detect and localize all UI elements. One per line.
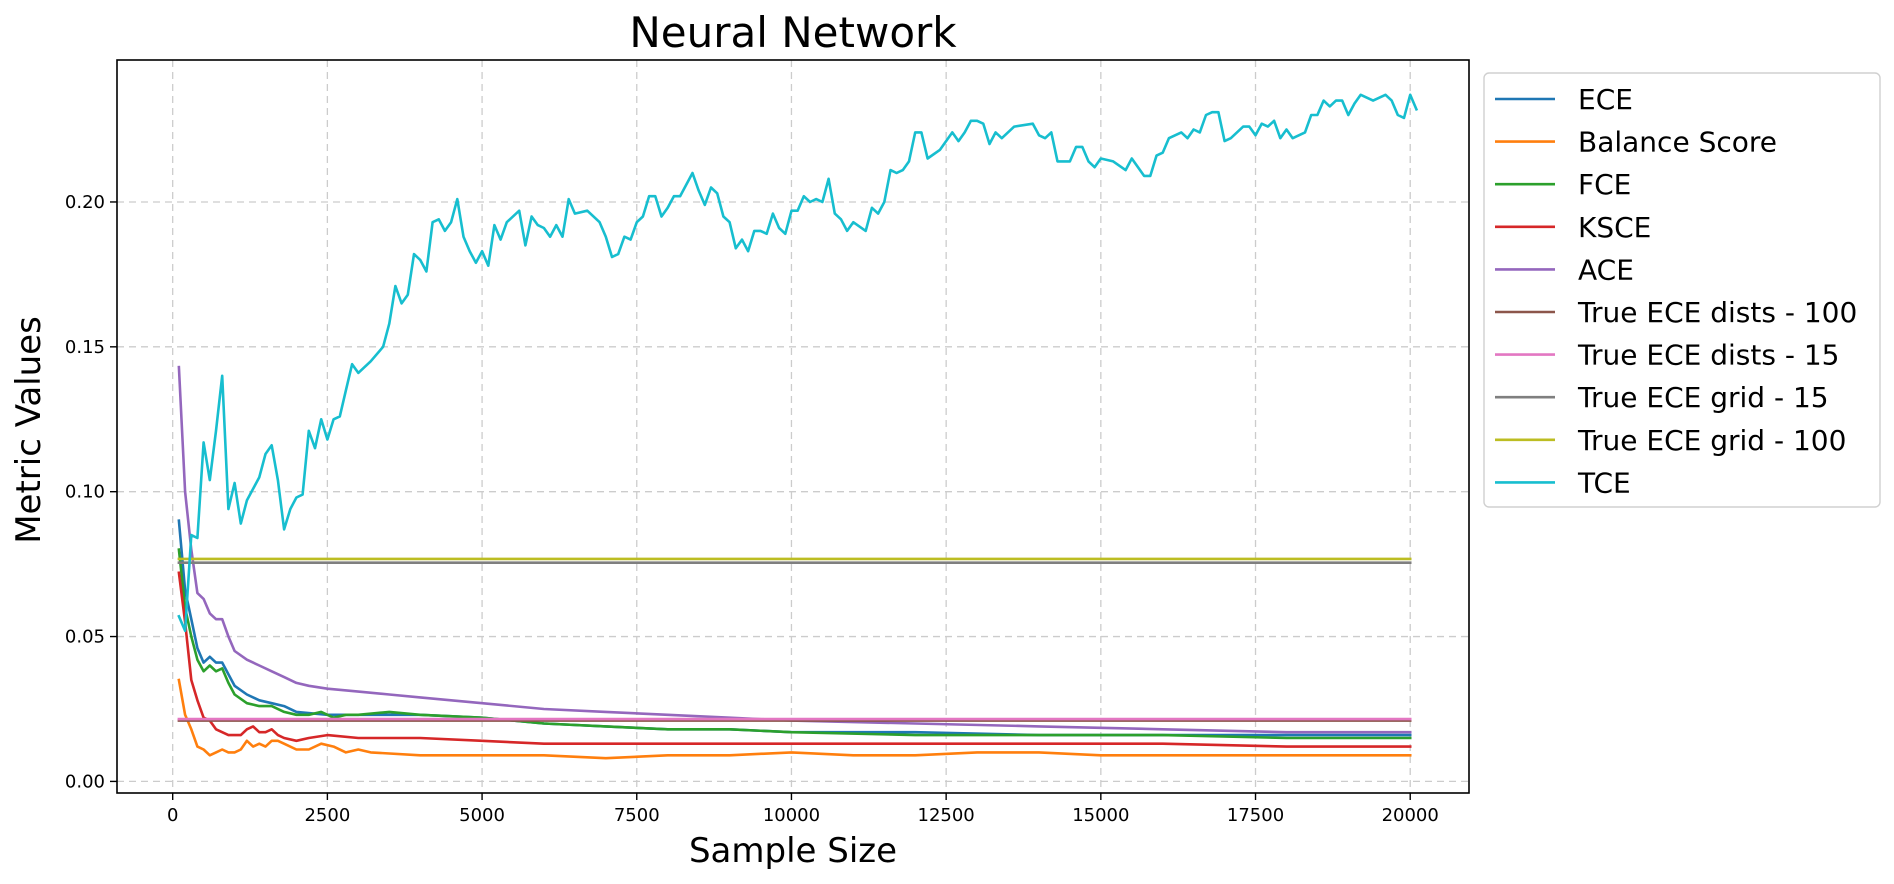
series-line-balance-score bbox=[177, 678, 1412, 760]
x-tick-label: 0 bbox=[167, 805, 178, 826]
x-tick-label: 5000 bbox=[459, 805, 505, 826]
legend-label-true-ece-dists-15: True ECE dists - 15 bbox=[1577, 339, 1839, 372]
legend-label-true-ece-dists-100: True ECE dists - 100 bbox=[1577, 296, 1857, 329]
x-axis: 0 2500 5000 7500 10000 12500 15000 17500 20000 bbox=[167, 793, 1439, 826]
series-line-tce bbox=[177, 93, 1419, 633]
series-line-fce bbox=[177, 548, 1412, 740]
y-tick-label: 0.20 bbox=[65, 192, 105, 213]
legend-label-true-ece-grid-100: True ECE grid - 100 bbox=[1577, 424, 1846, 457]
y-axis-title: Metric Values bbox=[9, 316, 49, 544]
x-tick-label: 15000 bbox=[1072, 805, 1129, 826]
legend-label-ksce: KSCE bbox=[1578, 211, 1651, 244]
legend-label-ece: ECE bbox=[1578, 83, 1633, 116]
x-tick-label: 10000 bbox=[763, 805, 820, 826]
x-tick-label: 20000 bbox=[1382, 805, 1439, 826]
legend-label-true-ece-grid-15: True ECE grid - 15 bbox=[1577, 381, 1829, 414]
grid bbox=[117, 60, 1469, 793]
plot-area-frame bbox=[116, 59, 1470, 794]
legend-frame bbox=[1483, 72, 1881, 508]
series-line-ksce bbox=[177, 571, 1412, 748]
legend: ECE Balance Score FCE KSCE ACE True ECE dists… bbox=[1483, 72, 1881, 508]
y-tick-label: 0.10 bbox=[65, 482, 105, 503]
x-axis-title: Sample Size bbox=[689, 831, 897, 871]
series-layer bbox=[177, 93, 1419, 760]
x-tick-label: 12500 bbox=[918, 805, 975, 826]
legend-label-tce: TCE bbox=[1577, 466, 1631, 499]
x-tick-label: 17500 bbox=[1227, 805, 1284, 826]
y-tick-label: 0.00 bbox=[65, 771, 105, 792]
legend-label-fce: FCE bbox=[1578, 168, 1631, 201]
chart-title: Neural Network bbox=[629, 8, 957, 57]
legend-label-balance-score: Balance Score bbox=[1578, 126, 1777, 159]
y-tick-label: 0.15 bbox=[65, 337, 105, 358]
y-axis: 0.00 0.05 0.10 0.15 0.20 bbox=[65, 192, 117, 792]
x-tick-label: 7500 bbox=[614, 805, 660, 826]
legend-label-ace: ACE bbox=[1578, 253, 1634, 286]
x-tick-label: 2500 bbox=[304, 805, 350, 826]
y-tick-label: 0.05 bbox=[65, 627, 105, 648]
